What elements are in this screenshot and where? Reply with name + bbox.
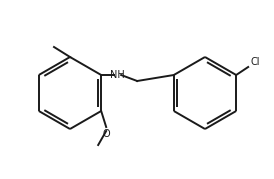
Text: NH: NH	[110, 70, 125, 80]
Text: Cl: Cl	[250, 57, 260, 67]
Text: O: O	[102, 129, 110, 139]
